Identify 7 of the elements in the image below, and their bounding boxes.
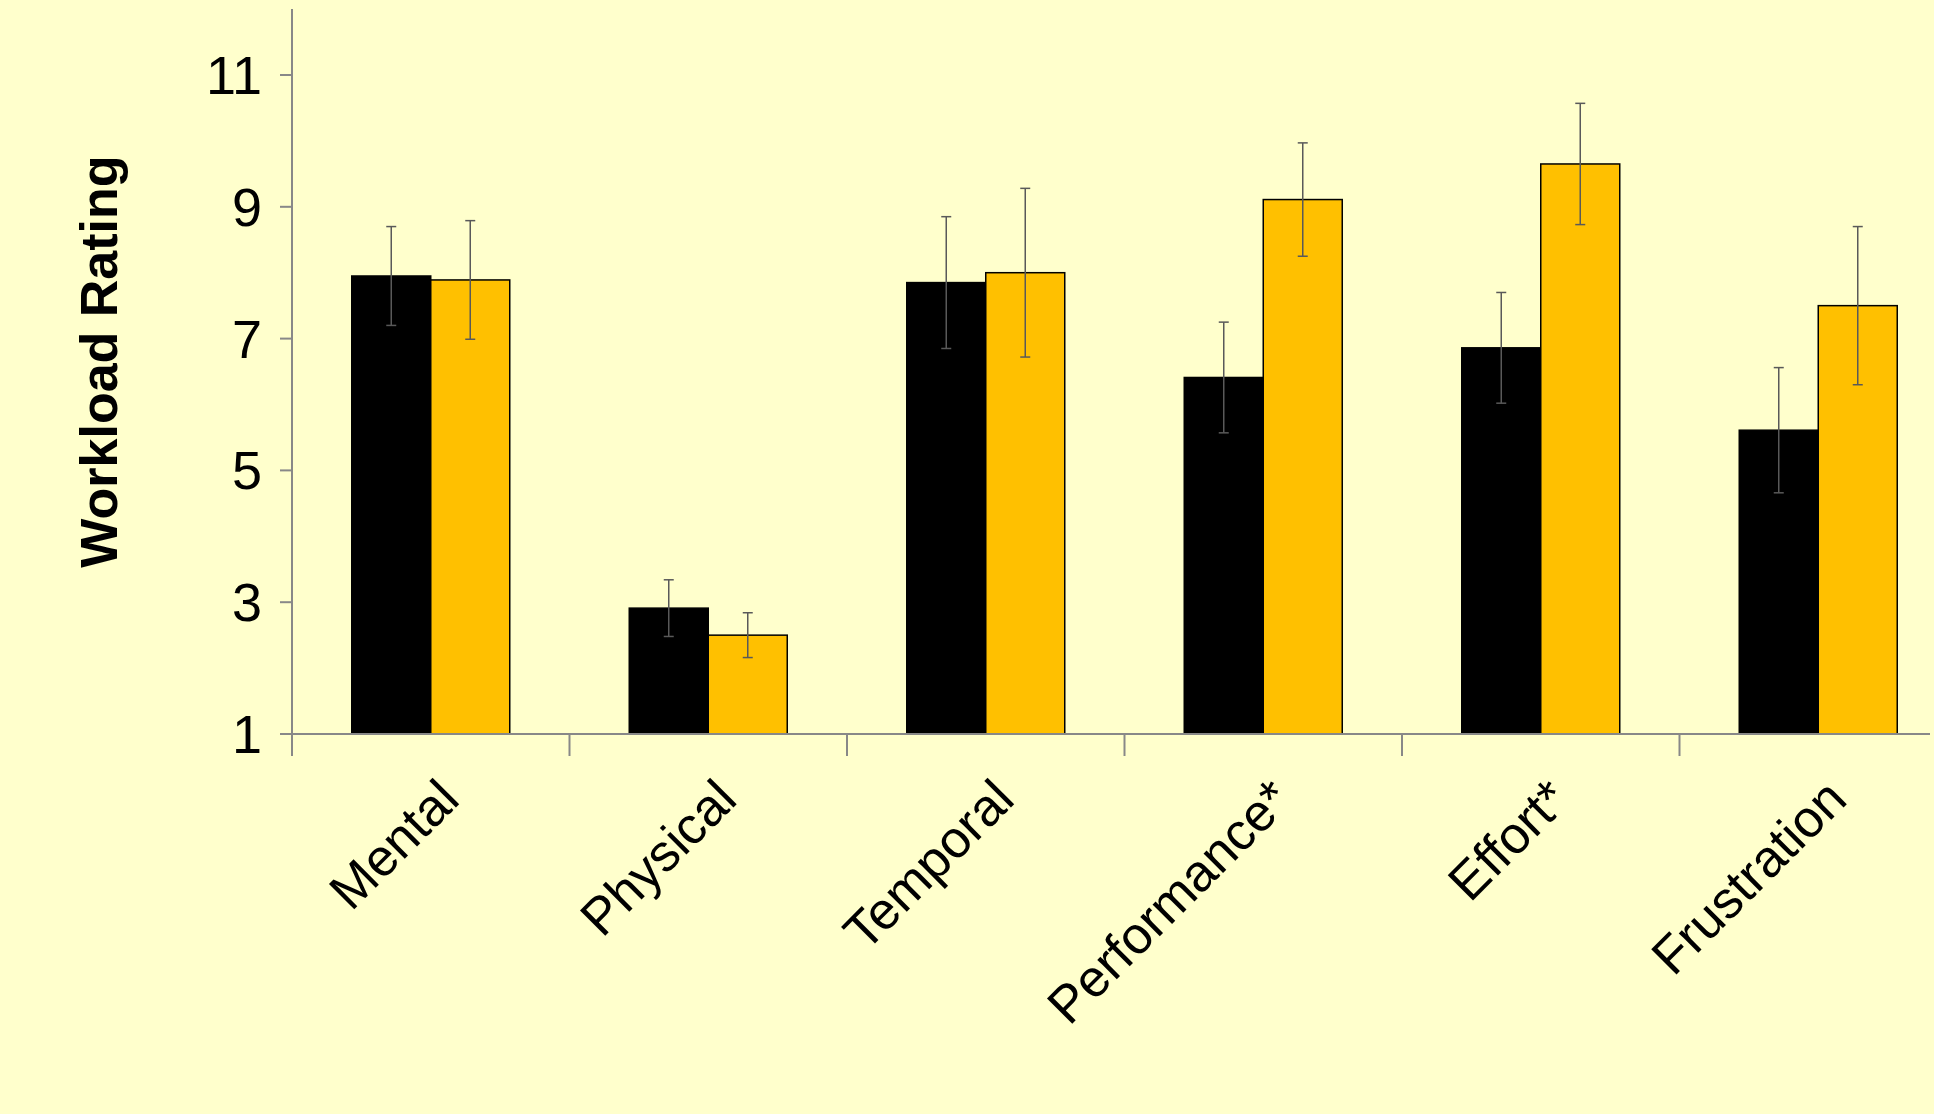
y-tick-label: 9: [231, 176, 262, 237]
y-tick-label: 7: [231, 308, 262, 369]
y-tick-label: 3: [231, 572, 262, 633]
y-tick-label: 11: [205, 44, 262, 105]
y-tick-label: 1: [231, 703, 262, 764]
y-axis-title: Workload Rating: [70, 155, 129, 568]
y-tick-label: 5: [231, 440, 262, 501]
